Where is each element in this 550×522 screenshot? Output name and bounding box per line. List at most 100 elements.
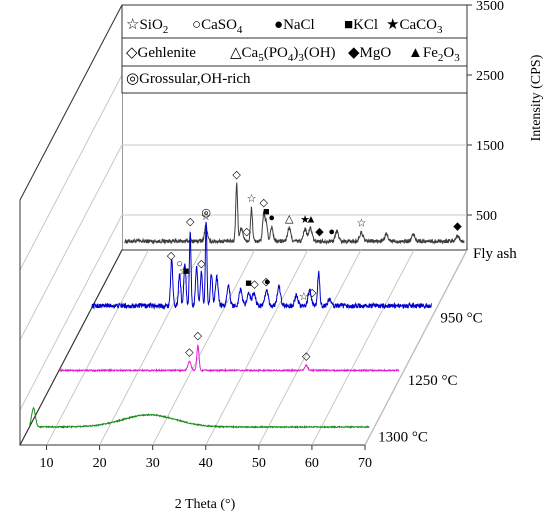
y-axis-label: Intensity (CPS) (529, 54, 544, 141)
legend-symbol: ◆ (348, 45, 360, 61)
floor-gridline (258, 249, 362, 446)
peak-marker: ◎ (201, 207, 211, 219)
series-line (59, 343, 400, 373)
legend-entry: ★CaCO3 (386, 17, 443, 36)
floor-gridline (99, 249, 203, 446)
legend-subscript: 5 (258, 52, 264, 64)
series-label: Fly ash (473, 246, 517, 262)
legend-entry: ●NaCl (274, 17, 315, 33)
legend-label: Fe (423, 45, 438, 61)
floor-gridline (152, 249, 256, 446)
legend-label: ) (293, 45, 298, 61)
side-gridline (19, 144, 123, 341)
x-axis-label: 2 Theta (°) (175, 497, 236, 512)
floor-gridline (364, 249, 468, 446)
x-tick-label: 60 (305, 456, 319, 471)
peak-marker: ☆ (247, 193, 257, 205)
legend-symbol: ◇ (126, 45, 138, 61)
peak-marker: ☆ (179, 265, 189, 277)
floor-gridline (311, 249, 415, 446)
y-tick-label: 2500 (476, 69, 504, 84)
x-tick-label: 10 (40, 456, 54, 471)
legend-symbol: ★ (386, 17, 399, 33)
peak-marker: ● (264, 276, 271, 288)
legend-box (121, 4, 468, 94)
side-gridline (19, 214, 123, 411)
peak-marker: ● (328, 226, 335, 238)
legend-entry: ▲Fe2O3 (408, 45, 460, 64)
legend-label: NaCl (283, 17, 315, 33)
legend-entry: ○CaSO4 (192, 17, 243, 36)
peak-marker: ◇ (302, 350, 311, 362)
legend-entry: ☆SiO2 (126, 17, 168, 36)
peak-marker: ◇ (167, 250, 176, 262)
x-tick-label: 30 (146, 456, 160, 471)
legend-label: (OH) (304, 45, 336, 61)
series-label: 1300 °C (378, 429, 428, 445)
peak-markers: ☆◇◇☆ ◇■● △ ★▲◆ ●☆ ◆◇○☆■◇◇◎■◇ ◇●☆ ◇◇◇◇ (167, 169, 462, 363)
peak-marker: ◇ (185, 347, 194, 359)
series-line (91, 221, 432, 311)
y-tick-label: 1500 (476, 139, 504, 154)
x-tick-label: 20 (93, 456, 107, 471)
legend-symbol: ● (274, 17, 283, 33)
side-wall (20, 5, 122, 445)
peak-marker: ◇ (194, 330, 203, 342)
side-top-edge (19, 4, 123, 201)
legend-subscript: 3 (298, 52, 304, 64)
legend-entry: ◇Gehlenite (126, 45, 196, 61)
legend-subscript: 2 (163, 24, 169, 36)
series-label: 950 °C (440, 310, 482, 326)
legend-subscript: 3 (454, 52, 460, 64)
legend-label: SiO (139, 17, 163, 33)
peak-marker: ◇ (232, 169, 241, 181)
peak-marker: ◇ (186, 216, 195, 228)
legend-symbol: ▲ (408, 45, 423, 61)
legend-label: O (443, 45, 454, 61)
peak-marker: ■ (263, 206, 270, 218)
legend-symbol: ☆ (126, 17, 139, 33)
peak-marker: △ (285, 213, 294, 225)
x-tick-label: 50 (252, 456, 266, 471)
peak-marker: ◇ (197, 258, 206, 270)
legend-symbol: ◎ (126, 71, 139, 87)
series-line (29, 406, 370, 430)
legend-entry: ■KCl (344, 17, 378, 33)
legend-subscript: 4 (288, 52, 294, 64)
peak-marker: ☆ (299, 291, 309, 303)
peak-marker: ◇ (242, 226, 251, 238)
legend-entry: △Ca5(PO4)3(OH) (230, 45, 336, 64)
legend-entry: ◆MgO (348, 45, 391, 61)
x-tick-label: 70 (358, 456, 372, 471)
series-line (124, 182, 465, 246)
legend-label: (PO (264, 45, 288, 61)
floor-gridline (205, 249, 309, 446)
legend-subscript: 2 (438, 52, 444, 64)
series-label: 1250 °C (408, 373, 458, 389)
peak-marker: ○ (176, 258, 183, 270)
legend-symbol: ■ (344, 17, 353, 33)
legend-label: KCl (353, 17, 378, 33)
series-layer: Fly ash 950 °C 1250 °C 1300 °C (29, 182, 517, 445)
legend-label: CaSO (201, 17, 237, 33)
legend-label: Gehlenite (138, 45, 197, 61)
legend-subscript: 4 (237, 24, 243, 36)
y-tick-label: 500 (476, 209, 497, 224)
x-tick-label: 40 (199, 456, 213, 471)
peak-marker: ◆ (453, 221, 462, 233)
peak-marker: ◇ (259, 197, 268, 209)
side-gridline (19, 74, 123, 271)
peak-marker: ■ (183, 265, 190, 277)
peak-marker: ◆ (315, 226, 324, 238)
legend: ☆SiO2 ○CaSO4 ●NaCl ■KCl ★CaCO3◇Gehlenite △Ca5… (121, 4, 468, 94)
axes: 2 Theta (°) Intensity (CPS) (175, 54, 544, 512)
legend-entry: ◎Grossular,OH-rich (126, 71, 251, 87)
peak-marker: ■ (245, 278, 252, 290)
y-tick-label: 3500 (476, 0, 504, 14)
peak-marker: ☆ (356, 217, 366, 229)
legend-label: Grossular,OH-rich (139, 71, 251, 87)
peak-marker: ◇ (250, 278, 259, 290)
peak-marker: ◇ (262, 276, 271, 288)
